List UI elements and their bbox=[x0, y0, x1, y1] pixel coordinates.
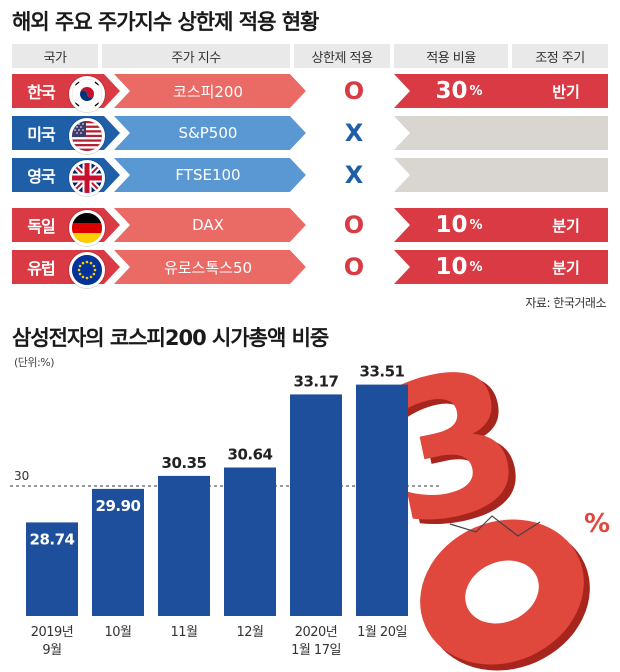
country-name: 미국 bbox=[27, 125, 55, 144]
index-name: 유로스톡스50 bbox=[163, 258, 253, 277]
korea-flag-icon bbox=[69, 76, 105, 112]
table-row-europe: 유럽 유로스톡스50 O 10% 분기 bbox=[12, 250, 608, 288]
germany-flag-icon bbox=[69, 210, 105, 246]
bar-value-label: 29.90 bbox=[96, 497, 141, 515]
x-tick-label: 2019년 bbox=[31, 625, 74, 640]
ratio-value: 10% bbox=[435, 254, 483, 280]
applied-mark: O bbox=[343, 211, 365, 239]
bar-chart: 33% 3028.742019년9월29.9010월30.3511월30.641… bbox=[10, 340, 610, 671]
index-cell-bg bbox=[114, 250, 306, 284]
index-name: FTSE100 bbox=[175, 166, 241, 184]
index-name: 코스피200 bbox=[172, 82, 244, 101]
applied-mark: X bbox=[344, 119, 364, 147]
x-tick-label: 9월 bbox=[42, 643, 61, 658]
bar bbox=[158, 475, 210, 616]
ratio-value: 30% bbox=[435, 78, 483, 104]
table-row-korea: 한국 코스피200 O 30% 반기 bbox=[12, 74, 608, 112]
index-cell-bg bbox=[114, 116, 306, 150]
country-name: 유럽 bbox=[27, 259, 55, 278]
applied-cell-bg bbox=[290, 208, 410, 242]
index-name: DAX bbox=[192, 216, 224, 234]
bar-value-label: 33.51 bbox=[360, 363, 405, 381]
deco-percent: % bbox=[584, 509, 610, 539]
country-name: 한국 bbox=[27, 83, 55, 102]
row-background bbox=[12, 158, 608, 192]
country-name: 영국 bbox=[27, 167, 55, 186]
applied-cell-bg bbox=[290, 74, 410, 108]
applied-cell-bg bbox=[290, 158, 410, 192]
source-note: 자료: 한국거래소 bbox=[525, 296, 606, 310]
x-tick-label: 11월 bbox=[170, 625, 197, 640]
bar bbox=[224, 467, 276, 616]
ratio-cell-bg bbox=[394, 158, 608, 192]
cycle-value: 반기 bbox=[552, 82, 580, 101]
usa-flag-icon bbox=[69, 118, 105, 154]
bar bbox=[356, 384, 408, 616]
cycle-value bbox=[524, 158, 608, 192]
ratio-cell-bg bbox=[394, 116, 608, 150]
applied-mark: X bbox=[344, 161, 364, 189]
applied-cell-bg bbox=[290, 116, 410, 150]
index-name: S&P500 bbox=[178, 124, 238, 142]
header-country: 국가 bbox=[12, 44, 98, 68]
bar-group: 30 28.74 2019년 9월 29.90 10월 30.35 11월 30.64 12월 33… bbox=[10, 363, 440, 658]
index-cell-bg bbox=[114, 208, 306, 242]
country-name: 독일 bbox=[27, 217, 55, 236]
bar-value-label: 30.35 bbox=[162, 454, 207, 472]
x-tick-label: 1월 17일 bbox=[291, 643, 341, 658]
bar-value-label: 28.74 bbox=[30, 530, 75, 548]
reference-label: 30 bbox=[14, 469, 29, 483]
x-tick-label: 10월 bbox=[104, 625, 131, 640]
applied-cell-bg bbox=[290, 250, 410, 284]
header-cycle: 조정 주기 bbox=[512, 44, 608, 68]
eu-flag-icon bbox=[69, 252, 105, 288]
x-tick-label: 1월 20일 bbox=[357, 625, 407, 640]
ratio-cell-bg bbox=[394, 74, 608, 108]
table-row-uk: 영국 FTSE100 X bbox=[12, 158, 608, 196]
uk-flag-icon bbox=[69, 160, 105, 196]
ratio-value: 10% bbox=[435, 212, 483, 238]
bar bbox=[26, 522, 78, 616]
index-cell-bg bbox=[114, 74, 306, 108]
ratio-value bbox=[394, 116, 524, 150]
bar-value-label: 33.17 bbox=[294, 372, 339, 390]
table-row-usa: 미국 S&P500 X bbox=[12, 116, 608, 154]
deco-crack bbox=[449, 515, 541, 537]
table-row-germany: 독일 DAX O 10% 분기 bbox=[12, 208, 608, 246]
unit-label: (단위:%) bbox=[14, 356, 54, 369]
cycle-value: 분기 bbox=[552, 216, 580, 235]
deco-zero-hole bbox=[465, 560, 539, 624]
ratio-cell-bg bbox=[394, 250, 608, 284]
bar bbox=[92, 488, 144, 616]
row-background bbox=[12, 250, 608, 284]
bar bbox=[290, 394, 342, 616]
applied-mark: O bbox=[343, 253, 365, 281]
ratio-value bbox=[394, 158, 524, 192]
cycle-value: 분기 bbox=[552, 258, 580, 277]
applied-mark: O bbox=[343, 77, 365, 105]
ratio-cell-bg bbox=[394, 208, 608, 242]
x-tick-label: 2020년 bbox=[295, 625, 338, 640]
cycle-value bbox=[524, 116, 608, 150]
table-title: 해외 주요 주가지수 상한제 적용 현황 bbox=[12, 10, 319, 34]
header-applied: 상한제 적용 bbox=[294, 44, 390, 68]
header-ratio: 적용 비율 bbox=[394, 44, 508, 68]
header-index: 주가 지수 bbox=[102, 44, 290, 68]
index-cell-bg bbox=[114, 158, 306, 192]
bar-value-label: 30.64 bbox=[228, 446, 273, 464]
x-tick-label: 12월 bbox=[236, 625, 263, 640]
chart-title: 삼성전자의 코스피200 시가총액 비중 bbox=[12, 326, 329, 350]
